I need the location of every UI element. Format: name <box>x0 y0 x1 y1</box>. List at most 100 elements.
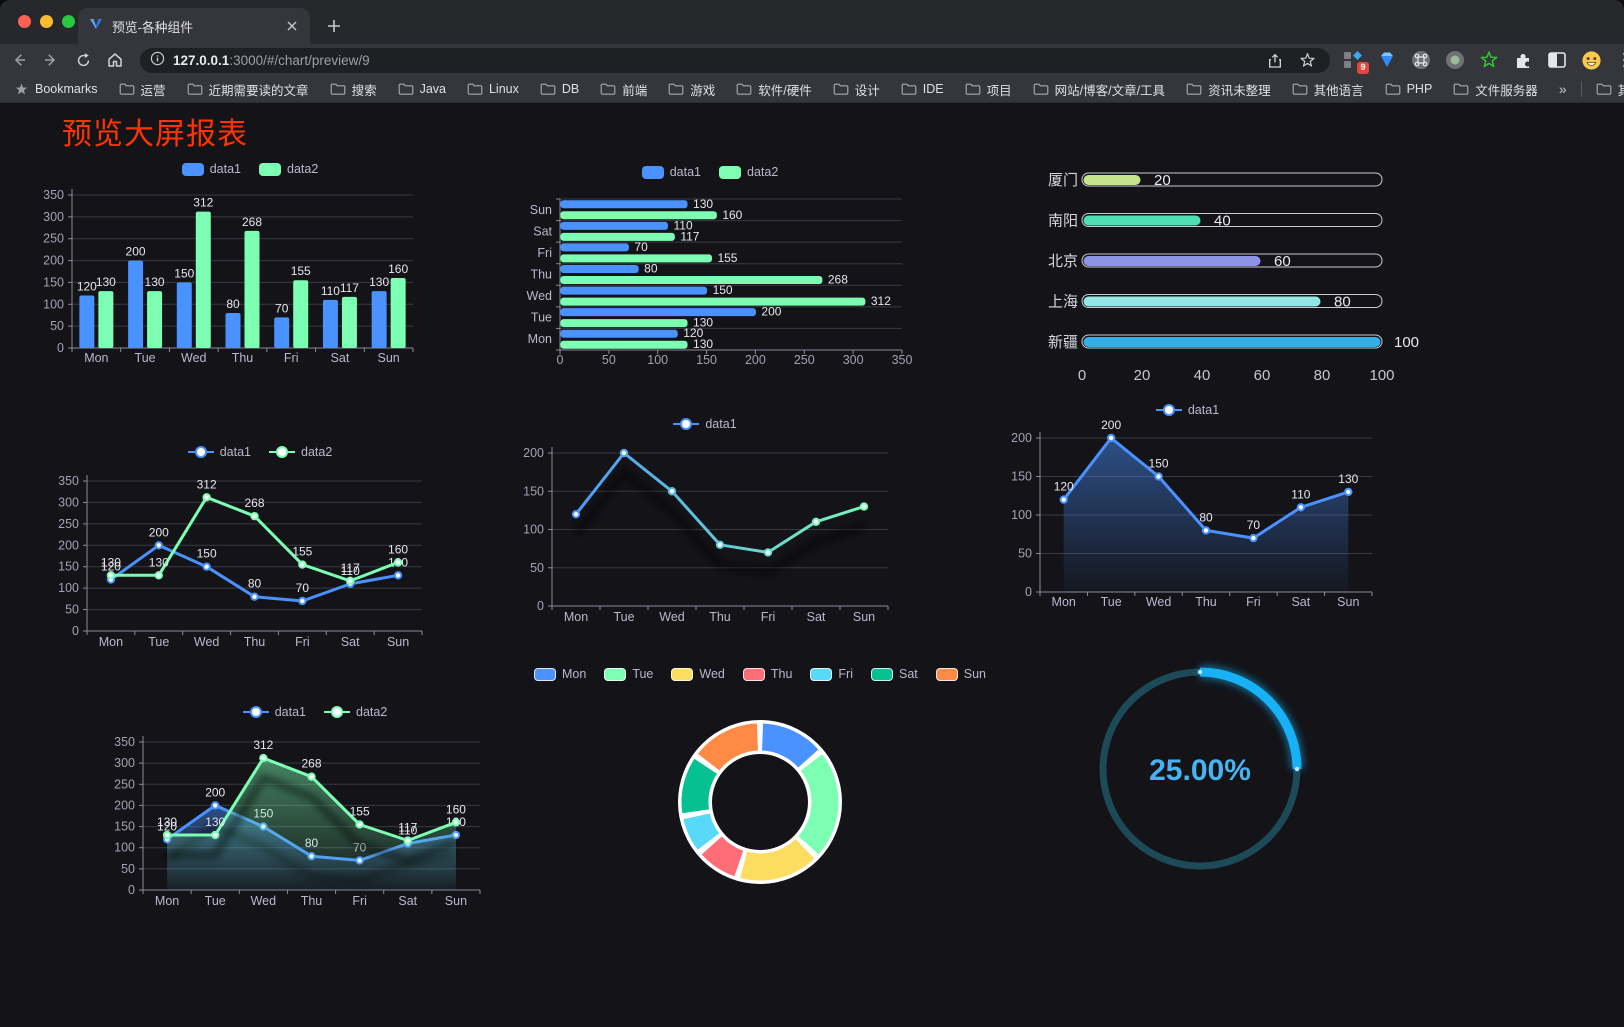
pie-slice-Mon[interactable] <box>761 723 819 768</box>
bar[interactable] <box>274 317 290 348</box>
address-bar[interactable]: 127.0.0.1:3000/#/chart/preview/9 <box>140 48 1330 73</box>
data-point[interactable] <box>154 571 163 580</box>
bookmark-folder[interactable]: 软件/硬件 <box>736 80 812 99</box>
legend-item-Fri[interactable]: Fri <box>810 667 853 681</box>
data-point[interactable] <box>763 548 773 557</box>
data-point[interactable] <box>619 448 629 458</box>
data-point[interactable] <box>1059 495 1068 504</box>
command-circle-icon[interactable] <box>1410 49 1432 71</box>
split-view-icon[interactable] <box>1546 49 1568 71</box>
data-point[interactable] <box>250 592 259 601</box>
data-point[interactable] <box>667 487 677 496</box>
bar[interactable] <box>225 313 241 348</box>
pie-slice-Thu[interactable] <box>701 835 744 877</box>
bar[interactable] <box>560 286 708 295</box>
data-point[interactable] <box>154 541 163 550</box>
data-point[interactable] <box>1296 503 1306 512</box>
doughnut-chart[interactable]: Mon Tue Wed Thu Fri Sat Sun <box>533 662 986 900</box>
bar[interactable] <box>560 265 639 273</box>
pie-slice-Sun[interactable] <box>698 723 759 771</box>
bar[interactable] <box>195 211 211 348</box>
data-point[interactable] <box>571 510 581 519</box>
legend-item-data2[interactable]: data2 <box>324 705 387 719</box>
extension-grid-icon[interactable]: 9 <box>1342 49 1369 74</box>
puzzle-icon[interactable] <box>1512 49 1534 71</box>
city-progress-chart[interactable]: 厦门 20 南阳 40 北京 60 上海 80 新疆 100 0 20 40 60 80 100 <box>1000 155 1424 395</box>
bookmarks-manager-item[interactable]: Bookmarks <box>14 82 98 97</box>
doughnut-chart-canvas[interactable] <box>560 662 960 900</box>
legend-item-Sun[interactable]: Sun <box>935 667 986 681</box>
bar[interactable] <box>560 340 688 349</box>
bar[interactable] <box>371 291 387 348</box>
data-point[interactable] <box>859 502 869 511</box>
data-point[interactable] <box>259 753 268 763</box>
legend-item-data2[interactable]: data2 <box>719 165 778 179</box>
progress-chart-canvas[interactable]: 厦门 20 南阳 40 北京 60 上海 80 新疆 100 0 20 40 60 80 100 <box>1000 155 1424 395</box>
bookmark-star-icon[interactable] <box>1294 48 1320 74</box>
bookmark-folder[interactable]: 搜索 <box>330 80 377 99</box>
pie-slice-Fri[interactable] <box>683 812 720 850</box>
data-point[interactable] <box>202 493 211 502</box>
bar[interactable] <box>176 282 192 348</box>
bar[interactable] <box>560 211 717 220</box>
legend-item-Thu[interactable]: Thu <box>742 667 792 681</box>
legend-item-Mon[interactable]: Mon <box>533 667 586 681</box>
legend-item-data1[interactable]: data1 <box>673 417 737 431</box>
bookmark-folder[interactable]: IDE <box>901 80 944 99</box>
data-point[interactable] <box>346 576 355 586</box>
bookmark-folder[interactable]: 项目 <box>965 80 1012 99</box>
bookmark-folder[interactable]: 游戏 <box>668 80 715 99</box>
pie-slice-Sat[interactable] <box>681 758 718 814</box>
legend-item-Wed[interactable]: Wed <box>671 667 725 681</box>
bar-chart-vertical[interactable]: 0 50 100 150 200 250 300 350 Mon Tue Wed Thu Fri Sat S… <box>35 158 465 373</box>
bookmark-folder[interactable]: 其他语言 <box>1292 80 1364 99</box>
legend-item-data2[interactable]: data2 <box>259 162 318 176</box>
traffic-light-zoom[interactable] <box>62 15 75 28</box>
legend-item-data1[interactable]: data1 <box>187 445 251 459</box>
pie-slice-Tue[interactable] <box>798 754 839 855</box>
pie-slice-Wed[interactable] <box>740 838 815 881</box>
legend-item-data1[interactable]: data1 <box>242 705 306 719</box>
data-point[interactable] <box>298 560 307 569</box>
kebab-menu-icon[interactable] <box>1614 49 1624 71</box>
bar[interactable] <box>322 299 338 348</box>
bar[interactable] <box>560 276 823 284</box>
data-point[interactable] <box>307 772 316 781</box>
bookmark-folder[interactable]: DB <box>540 80 579 99</box>
data-point[interactable] <box>393 571 403 580</box>
bookmark-folder[interactable]: 设计 <box>833 80 880 99</box>
bar[interactable] <box>98 291 114 348</box>
gauge-chart-canvas[interactable]: 25.00% <box>1090 660 1310 880</box>
line-chart-canvas[interactable]: 0 50 100 150 200 Mon Tue Wed Thu Fri Sat Sun <box>500 408 910 640</box>
share-icon[interactable] <box>1262 48 1288 74</box>
bookmark-folder[interactable]: 资讯未整理 <box>1186 80 1271 99</box>
data-point[interactable] <box>1249 533 1258 543</box>
bar[interactable] <box>560 243 629 252</box>
data-point[interactable] <box>211 801 220 810</box>
forward-icon[interactable] <box>38 47 64 73</box>
traffic-light-minimize[interactable] <box>40 15 53 28</box>
data-point[interactable] <box>1106 433 1116 443</box>
bookmark-folder[interactable]: PHP <box>1385 80 1432 99</box>
data-point[interactable] <box>355 820 364 829</box>
site-info-icon[interactable] <box>150 51 165 71</box>
bar-chart-canvas[interactable]: 0 50 100 150 200 250 300 350 Mon Tue Wed Thu Fri Sat S… <box>35 158 465 373</box>
bookmark-folder[interactable]: 前端 <box>600 80 647 99</box>
bar[interactable] <box>390 278 406 348</box>
data-point[interactable] <box>106 571 116 580</box>
bookmark-folder[interactable]: Linux <box>467 80 519 99</box>
green-star-icon[interactable] <box>1478 49 1500 71</box>
reload-icon[interactable] <box>70 47 96 73</box>
bar[interactable] <box>560 200 688 209</box>
legend-item-data1[interactable]: data1 <box>641 165 701 179</box>
gem-icon[interactable] <box>1376 49 1398 71</box>
legend-item-Tue[interactable]: Tue <box>604 667 653 681</box>
data-point[interactable] <box>162 830 172 840</box>
home-icon[interactable] <box>102 47 128 73</box>
area-chart-single[interactable]: 0 50 100 150 200 Mon Tue Wed Thu Fri Sat Sun 120 200 1… <box>990 398 1385 620</box>
bookmark-folder[interactable]: 近期需要读的文章 <box>187 80 309 99</box>
data-point[interactable] <box>1344 487 1353 497</box>
hbar-chart-canvas[interactable]: 0 50 100 150 200 250 300 350 Mon Tue Wed Thu Fri Sat S… <box>505 160 915 375</box>
bookmark-folder[interactable]: Java <box>398 80 446 99</box>
area-chart-two-series[interactable]: 0 50 100 150 200 250 300 350 Mon Tue Wed Thu Fri Sat S… <box>100 700 530 922</box>
